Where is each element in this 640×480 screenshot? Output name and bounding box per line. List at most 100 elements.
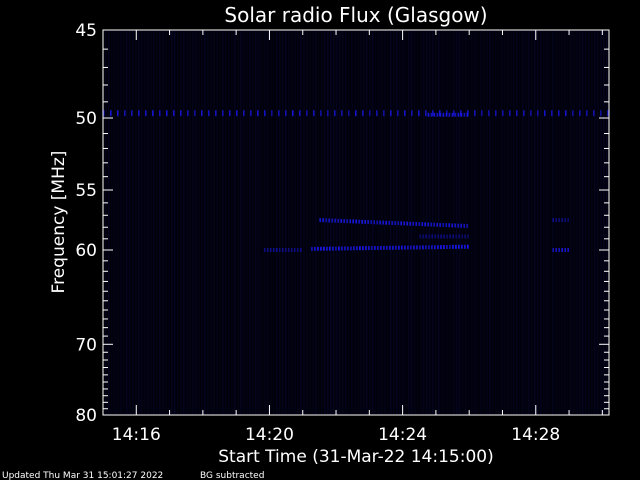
noise-stripe — [444, 31, 446, 414]
noise-stripe — [114, 31, 116, 414]
RFI-line-mark — [110, 110, 112, 117]
early-segment-mark — [266, 248, 269, 252]
burst-line-middle-mark — [464, 234, 466, 239]
burst-line-lower-mark — [422, 245, 424, 250]
burst-line-upper-mark — [421, 222, 423, 227]
burst-line-upper-mark — [379, 220, 381, 225]
burst-line-upper-mark — [403, 221, 405, 226]
burst-line-middle-mark — [455, 234, 457, 239]
noise-stripe — [216, 31, 218, 414]
burst-line-lower-mark — [407, 245, 409, 250]
y-tick-label: 55 — [75, 181, 97, 201]
burst-line-upper-mark — [355, 219, 357, 224]
burst-line-upper-mark — [448, 223, 450, 228]
noise-stripe — [309, 31, 311, 414]
burst-line-upper-mark — [346, 219, 348, 224]
burst-line-upper-mark — [322, 218, 324, 223]
early-segment-mark — [275, 248, 278, 252]
noise-stripe — [435, 31, 437, 414]
burst-line-lower-mark — [386, 245, 388, 250]
burst-line-upper-mark — [367, 220, 369, 224]
RFI-line-mark — [243, 110, 245, 117]
early-segment-mark — [284, 248, 287, 252]
RFI-line-mark — [348, 110, 350, 117]
RFI-line-mark — [285, 110, 287, 117]
rfi-segment-high-mark — [427, 112, 430, 117]
noise-stripe — [138, 31, 140, 414]
burst-line-upper-mark — [319, 218, 321, 223]
burst-line-lower-mark — [398, 245, 400, 250]
RFI-line-mark — [593, 110, 595, 117]
burst-line-lower-mark — [323, 246, 325, 251]
RFI-line-mark — [502, 110, 504, 117]
noise-stripe — [171, 31, 173, 414]
y-tick-label: 45 — [75, 21, 97, 41]
burst-line-upper-mark — [457, 223, 459, 228]
rfi-segment-high-mark — [463, 112, 466, 117]
noise-stripe — [483, 31, 485, 414]
burst-line-lower-mark — [437, 245, 439, 250]
noise-stripe — [573, 31, 575, 414]
burst-line-upper-mark — [418, 222, 420, 226]
early-segment-mark — [263, 248, 266, 252]
burst-line-middle-mark — [419, 234, 421, 239]
rfi-segment-high-mark — [439, 112, 442, 117]
noise-stripe — [159, 31, 161, 414]
noise-stripe — [336, 31, 338, 414]
burst-line-lower-mark — [410, 245, 412, 250]
burst-line-middle-mark — [434, 234, 436, 239]
noise-stripe — [237, 31, 239, 414]
noise-stripe — [420, 31, 422, 414]
noise-stripe — [333, 31, 335, 414]
burst-line-lower-mark — [344, 246, 346, 251]
noise-stripe — [156, 31, 158, 414]
noise-stripe — [384, 31, 386, 414]
RFI-line-mark — [432, 110, 434, 117]
noise-stripe — [549, 31, 551, 414]
noise-stripe — [567, 31, 569, 414]
noise-stripe — [231, 31, 233, 414]
noise-stripe — [585, 31, 587, 414]
RFI-line-mark — [474, 110, 476, 117]
early-segment-mark — [287, 248, 290, 252]
RFI-line-mark — [558, 110, 560, 117]
RFI-line-mark — [124, 110, 126, 117]
noise-stripe — [279, 31, 281, 414]
noise-stripe — [345, 31, 347, 414]
burst-line-middle-mark — [440, 234, 442, 239]
noise-stripe — [252, 31, 254, 414]
burst-line-upper-mark — [400, 221, 402, 226]
noise-stripe — [414, 31, 416, 414]
burst-line-upper-mark — [451, 223, 453, 228]
RFI-line-mark — [586, 110, 588, 117]
noise-stripe — [354, 31, 356, 414]
noise-stripe — [540, 31, 542, 414]
burst-line-upper-mark — [334, 218, 336, 223]
rfi-segment-high-mark — [442, 112, 445, 117]
noise-stripe — [489, 31, 491, 414]
noise-stripe — [339, 31, 341, 414]
burst-line-lower-mark — [467, 244, 469, 249]
noise-stripe — [504, 31, 506, 414]
noise-stripe — [525, 31, 527, 414]
x-tick-label: 14:28 — [511, 425, 560, 445]
burst-line-upper-mark — [430, 222, 432, 227]
burst-line-lower-mark — [350, 246, 352, 251]
burst-line-upper-mark — [466, 224, 468, 228]
noise-stripe — [510, 31, 512, 414]
noise-stripe — [402, 31, 404, 414]
RFI-line-mark — [215, 110, 217, 117]
noise-stripe — [450, 31, 452, 414]
RFI-line-mark — [152, 110, 154, 117]
noise-stripe — [579, 31, 581, 414]
late-segment-lower-mark — [552, 248, 554, 252]
y-tick-label: 80 — [75, 406, 97, 426]
late-segment-upper-mark — [561, 218, 563, 223]
early-segment-mark — [272, 248, 275, 252]
late-segment-lower-mark — [561, 248, 563, 252]
noise-stripe — [219, 31, 221, 414]
noise-stripe — [321, 31, 323, 414]
noise-stripe — [495, 31, 497, 414]
noise-stripe — [225, 31, 227, 414]
noise-stripe — [453, 31, 455, 414]
